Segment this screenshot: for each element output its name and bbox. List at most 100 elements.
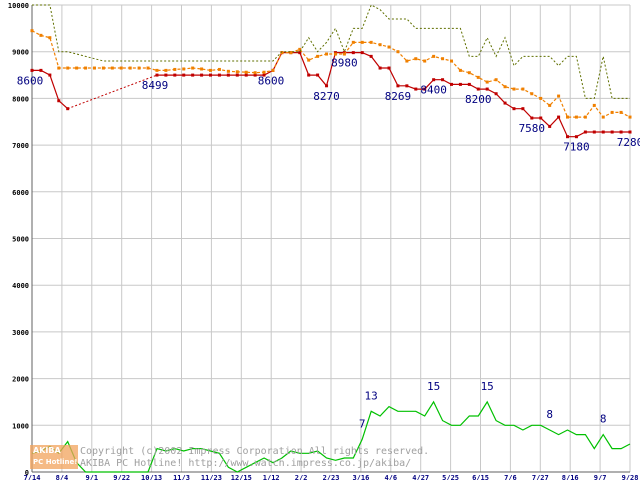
watermark-logo-line2: PC Hotline! [33, 458, 78, 466]
avg_price-point [200, 67, 204, 71]
data-label: 15 [427, 380, 440, 393]
avg_price-point [30, 29, 34, 33]
data-labels: 8600 8499 8600 8270 8980 8269 8400 8200 7580 7180… [17, 57, 640, 431]
min_price-point [173, 73, 177, 77]
min_price-point [316, 73, 320, 77]
avg_price-point [530, 92, 534, 96]
data-label: 8 [546, 408, 553, 421]
avg_price-point [494, 78, 498, 82]
avg_price-point [396, 50, 400, 54]
avg_price-point [110, 66, 114, 70]
min_price-point [521, 107, 525, 111]
data-label: 7280 [617, 136, 640, 149]
min_price-point [539, 116, 543, 120]
y-tick-label: 10000 [8, 2, 29, 10]
avg_price-point [476, 75, 480, 79]
avg_price-point [628, 115, 632, 119]
avg_price-point [601, 115, 605, 119]
y-tick-label: 4000 [12, 282, 29, 290]
min_price-point [467, 82, 471, 86]
x-tick-label: 4/27 [412, 474, 429, 480]
avg_price-point [351, 40, 355, 44]
min_price-point [39, 68, 43, 72]
y-tick-label: 2000 [12, 376, 29, 384]
data-label: 8980 [331, 57, 358, 70]
avg_price-point [548, 103, 552, 107]
avg_price-point [333, 52, 337, 56]
min_price-point [458, 82, 462, 86]
avg_price-point [405, 59, 409, 63]
avg_price-point [253, 71, 257, 75]
avg_price-point [423, 59, 427, 63]
watermark-copyright: Copyright (c)2002 Impress Corporation Al… [80, 446, 430, 457]
y-tick-label: 0 [25, 469, 29, 477]
avg_price-point [57, 66, 61, 70]
watermark-logo [30, 445, 78, 469]
data-label: 8269 [385, 90, 412, 103]
avg_price-point [39, 33, 43, 37]
grid-lines [31, 4, 631, 473]
avg_price-point [101, 66, 105, 70]
data-label: 7 [359, 417, 366, 430]
avg_price-point [298, 47, 302, 51]
avg_price-point [137, 66, 141, 70]
avg_price-point [566, 115, 570, 119]
avg_price-point [378, 43, 382, 47]
avg_price-point [262, 70, 266, 74]
min_price-point [530, 116, 534, 120]
x-tick-label: 7/27 [532, 474, 549, 480]
y-tick-label: 7000 [12, 142, 29, 150]
x-tick-label: 9/1 [85, 474, 98, 480]
data-label: 8600 [258, 74, 285, 87]
avg_price-point [289, 51, 293, 55]
avg_price-point [84, 66, 88, 70]
min_price-point [30, 68, 34, 72]
shop_count-line [31, 400, 631, 473]
min_price-point [396, 84, 400, 88]
avg_price-point [387, 45, 391, 49]
avg_price-point [441, 57, 445, 61]
min_price-point [57, 99, 61, 103]
y-tick-label: 8000 [12, 95, 29, 103]
x-tick-label: 2/23 [323, 474, 340, 480]
min_price-point [476, 87, 480, 91]
min_price-point [351, 51, 355, 55]
x-tick-label: 5/25 [442, 474, 459, 480]
avg_price-point [244, 70, 248, 74]
min_price-point [441, 78, 445, 82]
data-label: 8 [600, 413, 607, 426]
min_price-point [574, 135, 578, 139]
min_price-point [200, 73, 204, 77]
min_price-point [485, 87, 489, 91]
avg_price-point [316, 54, 320, 58]
min_price-point [548, 124, 552, 128]
avg_price-point [539, 96, 543, 100]
avg_price-point [503, 85, 507, 89]
data-label: 8499 [142, 79, 169, 92]
avg_price-point [271, 68, 275, 72]
avg_price-point [458, 68, 462, 72]
x-tick-label: 7/14 [24, 474, 41, 480]
avg_price-point [592, 103, 596, 107]
avg_price-point [66, 66, 70, 70]
min_price-point [512, 107, 516, 111]
x-tick-label: 11/3 [173, 474, 190, 480]
x-tick-label: 9/7 [594, 474, 607, 480]
avg_price-point [155, 68, 159, 72]
x-axis-tick-labels: 7/14 8/4 9/1 9/22 10/13 11/3 11/23 12/15 1/12 2/2… [24, 474, 639, 480]
avg_price-line [31, 30, 631, 118]
avg_price-point [432, 54, 436, 58]
avg_price-point [173, 67, 177, 71]
min_price-point [235, 73, 239, 77]
avg_price-point [128, 66, 132, 70]
avg_price-point [521, 87, 525, 91]
avg_price-point [610, 110, 614, 114]
avg_price-point [360, 40, 364, 44]
min_price-point [601, 130, 605, 134]
min_price-point [262, 73, 266, 77]
min_price-point [48, 73, 52, 77]
min_price-point [325, 84, 329, 88]
data-label: 8270 [313, 90, 340, 103]
x-tick-label: 9/28 [622, 474, 639, 480]
avg_price-point [619, 110, 623, 114]
